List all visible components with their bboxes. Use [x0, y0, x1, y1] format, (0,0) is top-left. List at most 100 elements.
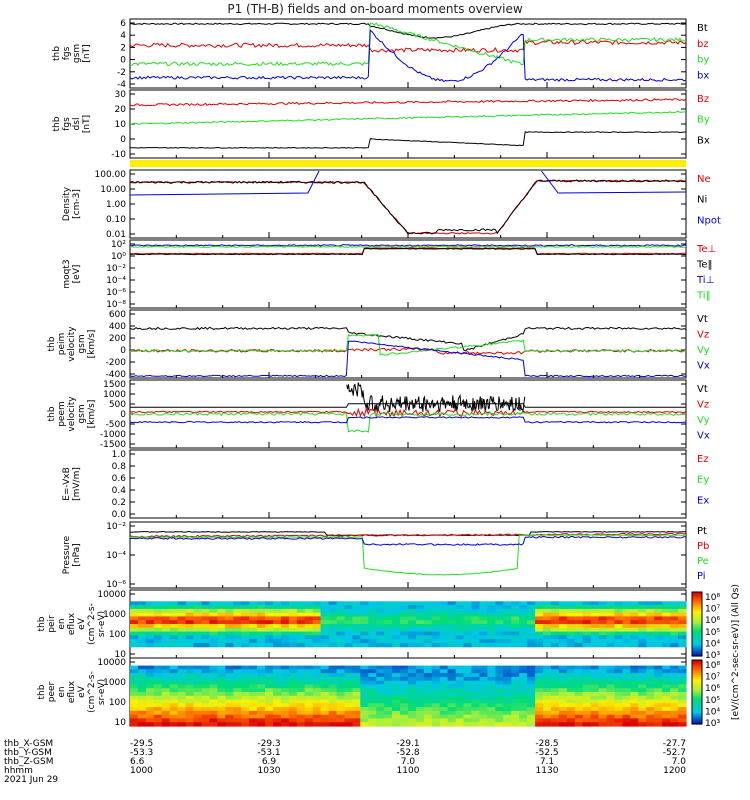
spectrogram-cell: [638, 695, 647, 701]
spectrogram-cell: [185, 688, 195, 693]
spectrogram-cell: [654, 714, 663, 720]
spectrogram-cell: [503, 627, 512, 633]
spectrogram-cell: [606, 612, 616, 618]
spectrogram-cell: [217, 612, 226, 618]
spectrogram-cell: [400, 642, 409, 648]
spectrogram-cell: [487, 695, 496, 701]
spectrogram-cell: [201, 692, 210, 697]
spectrogram-cell: [566, 707, 576, 712]
spectrogram-cell: [598, 710, 608, 716]
spectrogram-cell: [678, 635, 687, 640]
ytick-label: 30: [115, 90, 127, 100]
spectrogram-cell: [558, 707, 568, 712]
spectrogram-cell: [543, 710, 552, 716]
spectrogram-cell: [312, 703, 322, 708]
ytick-label: 1500: [103, 380, 126, 390]
spectrogram-cell: [558, 676, 568, 682]
spectrogram-cell: [249, 710, 258, 716]
spectrogram-cell: [551, 669, 560, 674]
spectrogram-cell: [408, 707, 417, 712]
spectrogram-cell: [423, 665, 433, 670]
spectrogram-cell: [511, 612, 520, 618]
spectrogram-cell: [606, 722, 616, 727]
spectrogram-cell: [646, 710, 655, 716]
spectrogram-cell: [543, 612, 552, 618]
spectrogram-cell: [622, 642, 631, 648]
spectrogram-cell: [336, 642, 345, 648]
spectrogram-cell: [511, 627, 520, 633]
spectrogram-cell: [503, 707, 512, 712]
spectrogram-cell: [495, 718, 504, 723]
spectrogram-cell: [273, 642, 282, 648]
spectrogram-cell: [320, 703, 330, 708]
spectrogram-cell: [630, 665, 639, 670]
orbit-cell: -28.5: [535, 739, 558, 749]
spectrogram-cell: [328, 612, 338, 618]
spectrogram-cell: [304, 718, 314, 723]
spectrogram-cell: [408, 684, 417, 689]
spectrogram-cell: [185, 695, 195, 701]
spectrogram-cell: [662, 722, 671, 727]
spectrogram-cell: [479, 635, 488, 640]
spectrogram-cell: [320, 695, 330, 701]
colorbar-cell: [692, 600, 702, 604]
spectrogram-cell: [185, 620, 195, 625]
spectrogram-cell: [630, 673, 639, 678]
colorbar-cell: [692, 698, 702, 702]
spectrogram-cell: [551, 676, 560, 682]
colorbar-tick: 10⁸: [705, 593, 720, 603]
spectrogram-cell: [280, 631, 290, 636]
spectrogram-cell: [153, 722, 163, 727]
spectrogram-cell: [646, 612, 655, 618]
legend-ion_velocity-Vx: Vx: [697, 361, 710, 372]
spectrogram-cell: [622, 639, 631, 644]
spectrogram-cell: [463, 714, 473, 720]
spectrogram-cell: [392, 718, 401, 723]
spectrogram-cell: [400, 703, 409, 708]
spectrogram-cell: [328, 601, 338, 606]
spectrogram-cell: [511, 601, 520, 606]
spectrogram-cell: [590, 703, 600, 708]
spectrogram-cell: [582, 620, 592, 625]
orbit-cell: -29.3: [257, 739, 280, 749]
spectrogram-cell: [495, 642, 504, 648]
ytick-label: -4: [117, 80, 126, 90]
spectrogram-cell: [622, 665, 631, 670]
spectrogram-cell: [201, 624, 210, 629]
spectrogram-cell: [400, 605, 409, 610]
spectrogram-cell: [574, 635, 584, 640]
spectrogram-cell: [352, 718, 361, 723]
spectrogram-cell: [209, 722, 218, 727]
spectrogram-cell: [471, 688, 480, 693]
spectrogram-cell: [606, 642, 616, 648]
spectrogram-cell: [233, 676, 242, 682]
spectrogram-cell: [630, 710, 639, 716]
spectrogram-cell: [296, 642, 306, 648]
spectrogram-cell: [423, 642, 433, 648]
spectrogram-cell: [169, 703, 179, 708]
spectrogram-cell: [280, 714, 290, 720]
spectrogram-cell: [336, 639, 345, 644]
spectrogram-cell: [543, 669, 552, 674]
spectrogram-cell: [654, 612, 663, 618]
spectrogram-cell: [439, 642, 449, 648]
spectrogram-cell: [320, 710, 330, 716]
spectrogram-cell: [241, 703, 250, 708]
spectrogram-cell: [304, 707, 314, 712]
spectrogram-cell: [225, 680, 234, 686]
spectrogram-cell: [249, 620, 258, 625]
spectrogram-cell: [614, 699, 623, 704]
spectrogram-cell: [296, 601, 306, 606]
spectrogram-cell: [574, 620, 584, 625]
spectrogram-cell: [273, 703, 282, 708]
spectrogram-cell: [233, 620, 242, 625]
ytick-label: 0.10: [106, 215, 126, 225]
spectrogram-cell: [431, 605, 441, 610]
spectrogram-cell: [344, 718, 353, 723]
spectrogram-cell: [614, 684, 623, 689]
spectrogram-cell: [320, 608, 330, 614]
spectrogram-cell: [368, 639, 377, 644]
spectrogram-cell: [360, 722, 369, 727]
spectrogram-cell: [217, 624, 226, 629]
spectrogram-cell: [257, 624, 266, 629]
